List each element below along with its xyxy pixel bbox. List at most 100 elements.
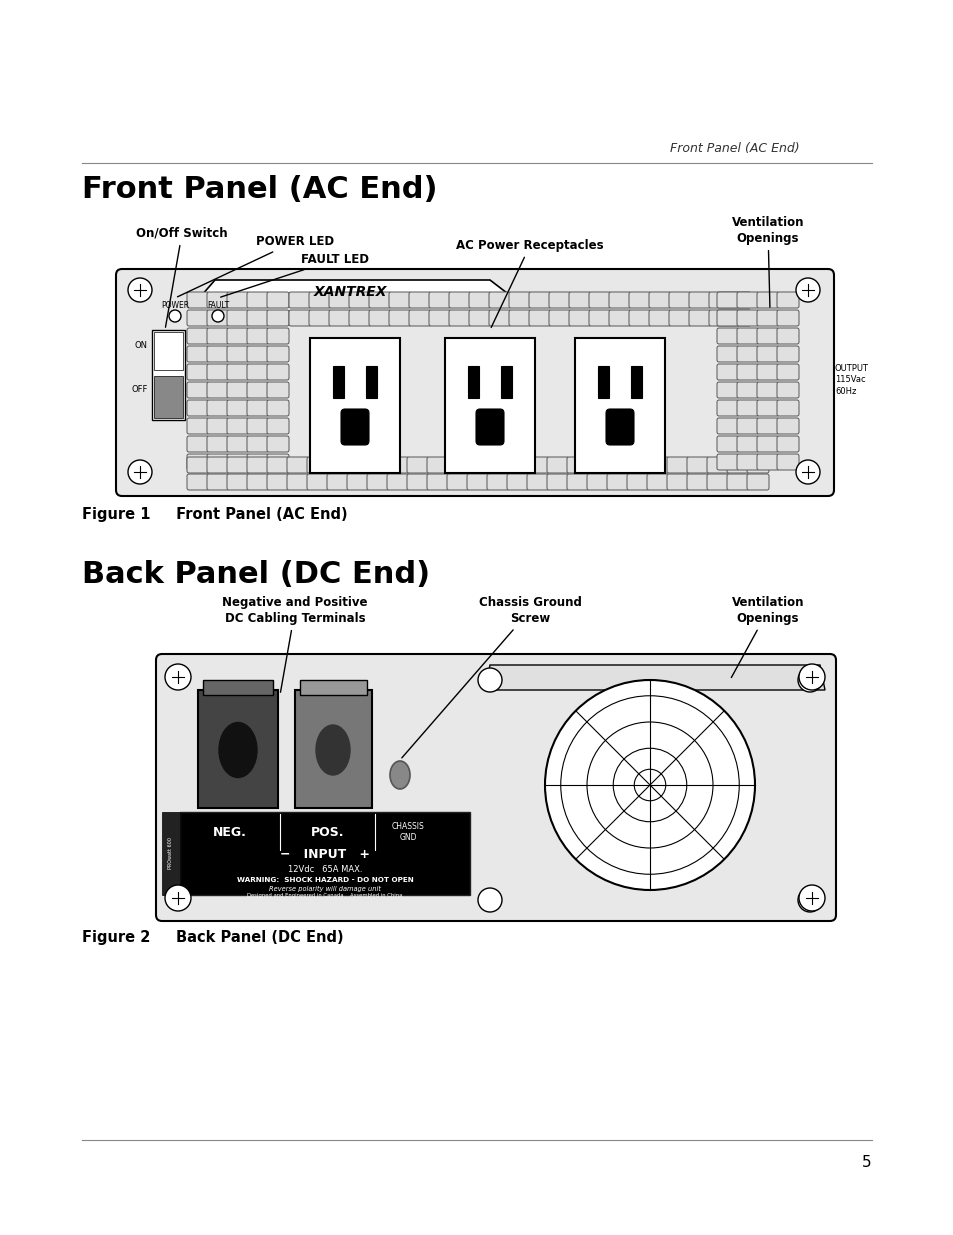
FancyBboxPatch shape (566, 474, 588, 490)
FancyBboxPatch shape (706, 474, 728, 490)
FancyBboxPatch shape (227, 382, 249, 398)
FancyBboxPatch shape (156, 655, 835, 921)
Circle shape (544, 680, 754, 890)
FancyBboxPatch shape (486, 474, 509, 490)
FancyBboxPatch shape (526, 457, 548, 473)
FancyBboxPatch shape (737, 329, 759, 345)
FancyBboxPatch shape (349, 310, 371, 326)
FancyBboxPatch shape (708, 310, 730, 326)
Text: Front Panel (AC End): Front Panel (AC End) (670, 142, 800, 156)
FancyBboxPatch shape (509, 310, 531, 326)
FancyBboxPatch shape (329, 310, 351, 326)
Bar (333, 366, 344, 398)
FancyBboxPatch shape (227, 417, 249, 433)
Bar (630, 366, 641, 398)
FancyBboxPatch shape (757, 291, 779, 308)
Text: OUTPUT
115Vac
60Hz: OUTPUT 115Vac 60Hz (834, 363, 868, 396)
FancyBboxPatch shape (187, 346, 209, 362)
FancyBboxPatch shape (529, 291, 551, 308)
FancyBboxPatch shape (247, 346, 269, 362)
Bar (500, 366, 512, 398)
FancyBboxPatch shape (776, 454, 799, 471)
Bar (203, 680, 273, 695)
FancyBboxPatch shape (187, 400, 209, 416)
Text: Designed and Engineered in Canada    Assembled in China: Designed and Engineered in Canada Assemb… (247, 893, 402, 899)
Circle shape (128, 459, 152, 484)
Bar (468, 366, 478, 398)
FancyBboxPatch shape (207, 310, 229, 326)
FancyBboxPatch shape (717, 436, 739, 452)
FancyBboxPatch shape (247, 310, 269, 326)
Bar (152, 330, 185, 420)
FancyBboxPatch shape (688, 291, 710, 308)
FancyBboxPatch shape (588, 310, 610, 326)
FancyBboxPatch shape (207, 382, 229, 398)
FancyBboxPatch shape (566, 457, 588, 473)
Text: FAULT: FAULT (207, 300, 229, 310)
FancyBboxPatch shape (387, 474, 409, 490)
FancyBboxPatch shape (367, 457, 389, 473)
Text: Ventilation
Openings: Ventilation Openings (731, 216, 803, 308)
FancyBboxPatch shape (389, 291, 411, 308)
FancyBboxPatch shape (207, 329, 229, 345)
Text: Chassis Ground
Screw: Chassis Ground Screw (401, 597, 580, 758)
Text: FAULT LED: FAULT LED (220, 253, 369, 298)
FancyBboxPatch shape (757, 346, 779, 362)
Text: Front Panel (AC End): Front Panel (AC End) (82, 175, 437, 204)
Circle shape (165, 885, 191, 911)
FancyBboxPatch shape (548, 310, 571, 326)
FancyBboxPatch shape (757, 400, 779, 416)
FancyBboxPatch shape (757, 417, 779, 433)
FancyBboxPatch shape (526, 474, 548, 490)
FancyBboxPatch shape (757, 454, 779, 471)
FancyBboxPatch shape (717, 400, 739, 416)
FancyBboxPatch shape (267, 474, 289, 490)
FancyBboxPatch shape (776, 310, 799, 326)
FancyBboxPatch shape (688, 310, 710, 326)
FancyBboxPatch shape (646, 474, 668, 490)
Bar (180, 811, 470, 895)
Text: NEG.: NEG. (213, 825, 247, 839)
Bar (294, 690, 372, 808)
FancyBboxPatch shape (646, 457, 668, 473)
FancyBboxPatch shape (737, 291, 759, 308)
FancyBboxPatch shape (207, 364, 229, 380)
FancyBboxPatch shape (267, 291, 289, 308)
FancyBboxPatch shape (626, 474, 648, 490)
FancyBboxPatch shape (429, 291, 451, 308)
FancyBboxPatch shape (469, 291, 491, 308)
FancyBboxPatch shape (327, 457, 349, 473)
FancyBboxPatch shape (606, 457, 628, 473)
FancyBboxPatch shape (409, 291, 431, 308)
FancyBboxPatch shape (757, 329, 779, 345)
FancyBboxPatch shape (327, 474, 349, 490)
FancyBboxPatch shape (546, 474, 568, 490)
Circle shape (797, 888, 821, 911)
FancyBboxPatch shape (588, 291, 610, 308)
Circle shape (169, 310, 181, 322)
FancyBboxPatch shape (489, 291, 511, 308)
FancyBboxPatch shape (387, 457, 409, 473)
FancyBboxPatch shape (666, 474, 688, 490)
FancyBboxPatch shape (227, 454, 249, 471)
Circle shape (128, 278, 152, 303)
Polygon shape (484, 664, 824, 690)
FancyBboxPatch shape (717, 382, 739, 398)
FancyBboxPatch shape (247, 436, 269, 452)
Text: OFF: OFF (132, 385, 148, 394)
FancyBboxPatch shape (427, 474, 449, 490)
FancyBboxPatch shape (686, 474, 708, 490)
FancyBboxPatch shape (247, 457, 269, 473)
FancyBboxPatch shape (737, 436, 759, 452)
FancyBboxPatch shape (187, 329, 209, 345)
FancyBboxPatch shape (267, 310, 289, 326)
FancyBboxPatch shape (757, 364, 779, 380)
FancyBboxPatch shape (187, 454, 209, 471)
FancyBboxPatch shape (776, 382, 799, 398)
Circle shape (799, 664, 824, 690)
FancyBboxPatch shape (407, 457, 429, 473)
Text: ON: ON (135, 341, 148, 350)
FancyBboxPatch shape (776, 329, 799, 345)
FancyBboxPatch shape (247, 382, 269, 398)
FancyBboxPatch shape (489, 310, 511, 326)
